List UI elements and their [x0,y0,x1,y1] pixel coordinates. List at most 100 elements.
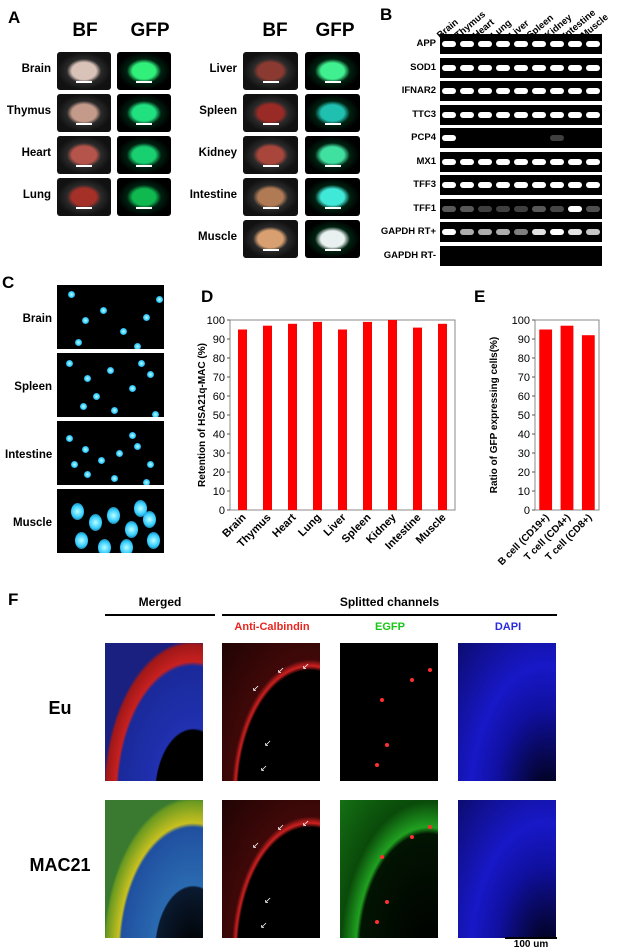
nucleus-dot [120,328,127,336]
gel-strip-tff3 [440,175,602,195]
nucleus-dot [138,360,145,368]
gel-band [478,182,492,188]
egfp-cell-dot [375,920,379,924]
gel-band [514,182,528,188]
row-label-eu: Eu [48,698,72,718]
gel-band [568,158,582,165]
scale-bar [324,81,341,84]
gel-band [586,88,600,94]
microscopy-image-muscle [57,489,164,553]
nucleus-dot [133,342,141,349]
nucleus-dot [97,539,111,553]
microscopy-image-brain [57,285,164,349]
bf-image-spleen [243,94,298,132]
y-tick-label: 80 [213,353,225,365]
gel-band [496,88,510,94]
x-tick-label: Heart [270,511,299,540]
gene-label-app: APP [416,38,436,49]
gel-strip-ttc3 [440,104,602,125]
gene-label-ifnar2: IFNAR2 [401,85,436,96]
channel-header-anti-calbindin: Anti-Calbindin [234,621,310,633]
panel-d-letter: D [201,287,214,306]
nucleus-dot [142,313,150,321]
gel-band [460,182,474,188]
bar-b-cell-cd19- [539,329,553,510]
gel-band [442,88,456,94]
y-tick-label: 50 [518,410,530,422]
nucleus-dot [84,374,91,382]
nucleus-dot [82,446,90,454]
bar-t-cell-cd8- [581,335,595,510]
arrow-icon: ↙ [260,763,268,773]
gel-band [568,41,582,47]
nucleus-dot [88,514,102,532]
tissue-header-bf: BF [262,20,288,41]
scale-bar [76,207,92,210]
nucleus-dot [147,371,154,378]
micrograph-eu-dapi [458,643,556,781]
scale-bar [262,81,279,84]
gel-band [532,64,546,71]
gel-band [514,64,528,71]
scale-bar [136,207,152,210]
bar-spleen [363,321,372,510]
nucleus-dot [111,407,118,414]
gel-band [442,64,456,71]
bf-image-liver [243,52,298,90]
gfp-image-thymus [117,94,171,132]
microscopy-image-intestine [57,421,164,485]
panel-b-letter: B [380,5,393,24]
gel-band [442,158,456,165]
gfp-image-muscle [305,220,360,258]
micrograph-mac21-calbindin: ↙ ↙ ↙ ↙ ↙ [222,800,320,938]
bar-intestine [413,327,422,510]
scale-bar [262,249,279,252]
bf-image-muscle [243,220,298,258]
y-tick-label: 40 [518,429,530,441]
nucleus-dot [142,478,150,485]
tissue-label-intestine: Intestine [189,189,237,201]
gel-band [460,111,474,118]
scale-bar [324,207,341,210]
merged-header: Merged [138,595,182,609]
merged-underline [105,614,215,616]
gel-band [550,158,564,165]
panel-e-letter: E [474,287,486,306]
gel-strip-tff1 [440,198,602,219]
gel-band [568,229,582,235]
y-tick-label: 60 [213,391,225,403]
panel-c-letter: C [2,273,15,292]
nucleus-dot [70,503,84,521]
tissue-header-bf: BF [72,20,98,41]
gel-band [532,158,546,165]
gel-band [478,158,492,165]
arrow-icon: ↙ [264,738,272,748]
egfp-cell-dot [375,763,379,767]
bar-brain [238,329,247,510]
gel-band [460,88,474,94]
egfp-cell-dot [410,678,414,682]
gel-band [496,158,510,165]
scale-bar [76,165,92,168]
gfp-ratio-bar-chart: 0 10 20 30 40 50 60 70 80 90 100 Ratio of GFP expre… [489,315,600,568]
nucleus-dot [129,385,136,393]
microscopy-label-intestine: Intestine [5,449,53,461]
gel-band [550,41,564,47]
gel-band [514,41,528,47]
gel-band [550,88,564,94]
y-tick-label: 0 [524,505,530,517]
scale-bar [324,249,341,252]
gel-band [532,229,546,235]
egfp-cell-dot [385,900,389,904]
y-tick-label: 30 [213,448,225,460]
tissue-label-kidney: Kidney [198,147,237,159]
nucleus-dot [75,339,82,346]
gel-band [586,111,600,118]
gel-band [550,64,564,71]
micrograph-mac21-egfp [340,800,438,938]
y-axis-label: Retention of HSA21q-MAC (%) [197,343,208,487]
bar-t-cell-cd4- [560,325,574,510]
y-tick-label: 80 [518,353,530,365]
gel-band [568,205,582,212]
scale-bar [76,123,92,126]
